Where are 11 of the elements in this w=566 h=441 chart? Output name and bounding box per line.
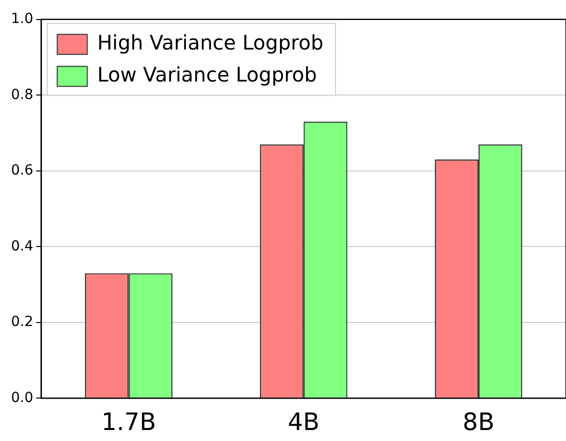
legend-label: Low Variance Logprob xyxy=(97,62,317,87)
y-tick-label: 1.0 xyxy=(11,11,34,28)
y-tick-label: 0.6 xyxy=(11,162,34,179)
y-tick-label: 0.4 xyxy=(11,238,34,254)
x-tick-label: 1.7B xyxy=(101,408,156,436)
y-tick-label: 0.2 xyxy=(11,314,34,330)
y-tick-label: 0.8 xyxy=(11,86,34,103)
y-tick-label: 0.0 xyxy=(11,390,34,406)
x-tick-label: 8B xyxy=(462,408,494,436)
legend-label: High Variance Logprob xyxy=(97,30,324,55)
x-tick-label: 4B xyxy=(288,408,320,436)
